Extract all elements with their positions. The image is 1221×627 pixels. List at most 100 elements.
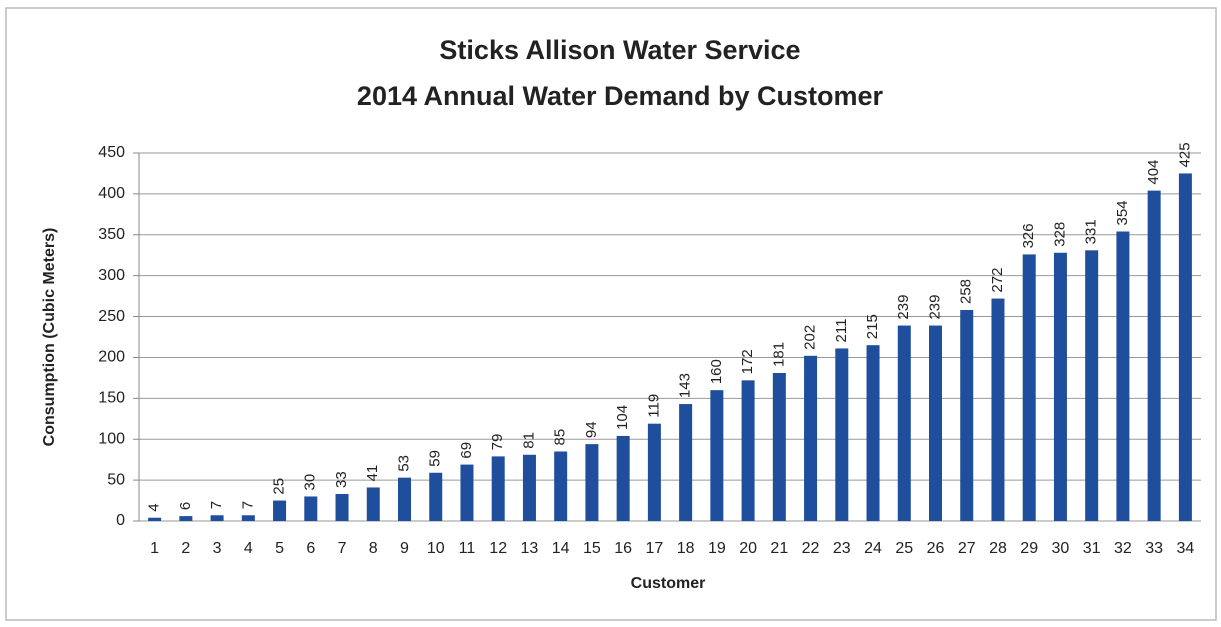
data-label: 7	[208, 501, 225, 509]
data-label: 328	[1051, 222, 1068, 247]
data-label: 404	[1145, 160, 1162, 185]
data-label: 7	[239, 501, 256, 509]
bar	[772, 372, 786, 521]
bar	[866, 345, 880, 521]
x-tick-label: 2	[181, 540, 190, 557]
bar	[585, 444, 599, 521]
data-label: 25	[271, 478, 288, 495]
bar	[210, 515, 224, 521]
x-tick-label: 13	[521, 540, 539, 557]
y-tick-label: 350	[98, 226, 125, 243]
bar	[991, 298, 1005, 521]
data-label: 33	[333, 471, 350, 488]
y-tick-label: 400	[98, 185, 125, 202]
data-label: 94	[583, 421, 600, 438]
chart-frame	[5, 7, 1217, 621]
x-tick-label: 16	[614, 540, 632, 557]
data-label: 181	[770, 342, 787, 367]
x-tick-label: 22	[802, 540, 820, 557]
x-tick-label: 26	[927, 540, 945, 557]
x-tick-label: 30	[1052, 540, 1070, 557]
data-label: 272	[989, 268, 1006, 293]
data-label: 331	[1083, 219, 1100, 244]
bar	[1116, 231, 1130, 522]
x-tick-label: 7	[338, 540, 347, 557]
data-label: 160	[708, 359, 725, 384]
bar	[616, 435, 630, 521]
data-label: 85	[552, 429, 569, 446]
x-tick-label: 32	[1114, 540, 1132, 557]
bar	[241, 515, 255, 521]
bar	[804, 355, 818, 521]
x-tick-label: 24	[864, 540, 882, 557]
data-label: 239	[895, 295, 912, 320]
data-label: 215	[864, 314, 881, 339]
x-tick-label: 6	[306, 540, 315, 557]
x-tick-label: 14	[552, 540, 570, 557]
x-tick-label: 5	[275, 540, 284, 557]
y-tick-label: 50	[107, 471, 125, 488]
x-tick-label: 25	[895, 540, 913, 557]
x-tick-label: 27	[958, 540, 976, 557]
bar	[679, 404, 693, 521]
x-tick-label: 4	[244, 540, 253, 557]
bar	[429, 472, 443, 521]
bar	[522, 454, 536, 521]
y-tick-label: 150	[98, 390, 125, 407]
bar	[710, 390, 724, 521]
x-tick-label: 23	[833, 540, 851, 557]
x-tick-label: 12	[489, 540, 507, 557]
x-tick-label: 29	[1020, 540, 1038, 557]
x-tick-label: 28	[989, 540, 1007, 557]
y-tick-label: 200	[98, 349, 125, 366]
data-label: 172	[739, 349, 756, 374]
data-label: 239	[926, 295, 943, 320]
bar	[647, 423, 661, 521]
data-label: 202	[802, 325, 819, 350]
bar	[1178, 173, 1192, 521]
data-label: 6	[177, 502, 194, 510]
chart-subtitle: 2014 Annual Water Demand by Customer	[357, 81, 884, 111]
y-tick-label: 250	[98, 308, 125, 325]
bar	[304, 496, 318, 521]
bar	[1147, 190, 1161, 521]
x-tick-label: 34	[1176, 540, 1194, 557]
bar	[366, 487, 380, 521]
bar	[148, 517, 162, 521]
bar	[460, 464, 474, 521]
x-tick-label: 21	[770, 540, 788, 557]
data-label: 425	[1176, 142, 1193, 167]
data-label: 53	[395, 455, 412, 472]
x-tick-label: 10	[427, 540, 445, 557]
data-label: 104	[614, 405, 631, 430]
x-axis-title: Customer	[631, 575, 706, 592]
y-tick-label: 100	[98, 430, 125, 447]
bar	[398, 477, 411, 521]
bar	[897, 325, 911, 521]
data-label: 354	[1114, 200, 1131, 225]
bar	[335, 494, 349, 521]
bar	[741, 380, 755, 521]
x-tick-label: 1	[150, 540, 159, 557]
x-tick-label: 11	[459, 540, 476, 557]
x-tick-label: 19	[708, 540, 726, 557]
bar	[273, 500, 287, 521]
data-label: 59	[427, 450, 444, 467]
bar	[1053, 252, 1067, 521]
data-label: 143	[677, 373, 694, 398]
x-tick-label: 3	[213, 540, 222, 557]
bar	[554, 451, 568, 521]
bar	[1022, 254, 1036, 521]
x-tick-label: 17	[645, 540, 663, 557]
bar	[1085, 250, 1099, 521]
x-tick-label: 8	[369, 540, 378, 557]
data-label: 211	[833, 319, 850, 343]
data-label: 4	[146, 503, 163, 511]
y-axis-title: Consumption (Cubic Meters)	[41, 228, 58, 447]
data-label: 41	[364, 465, 381, 482]
bar	[491, 456, 505, 521]
x-tick-label: 18	[677, 540, 695, 557]
chart-title: Sticks Allison Water Service	[439, 35, 800, 65]
data-label: 258	[958, 279, 975, 304]
